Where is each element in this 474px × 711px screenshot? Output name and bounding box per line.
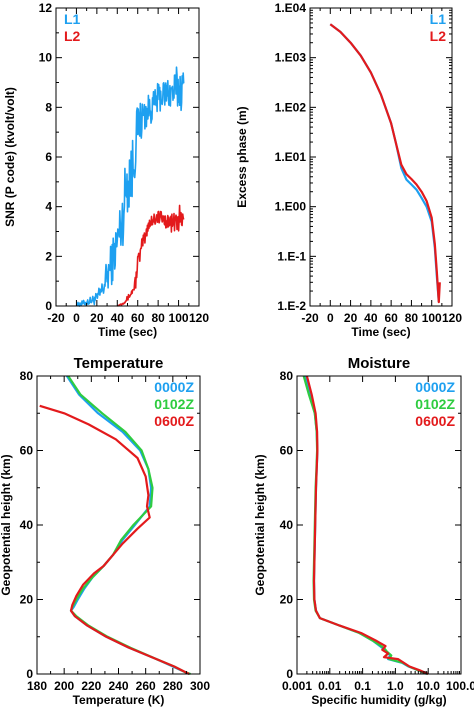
y-tick-label: 1.E-2 — [277, 299, 306, 313]
y-tick-label: 1.E-1 — [277, 249, 306, 263]
y-tick-label: 0 — [26, 667, 33, 681]
y-tick-label: 10 — [39, 51, 53, 65]
legend-entry: 0102Z — [415, 396, 455, 412]
series-line-l2 — [329, 23, 441, 304]
y-axis-label: Geopotential height (km) — [0, 454, 13, 595]
y-tick-label: 12 — [39, 1, 53, 15]
series-line-0600z — [39, 404, 190, 675]
series-line-l2 — [117, 204, 185, 307]
x-tick-label: 0.001 — [282, 679, 312, 693]
x-tick-label: 100 — [422, 311, 442, 325]
x-tick-label: 80 — [151, 311, 165, 325]
y-tick-label: 4 — [45, 200, 52, 214]
legend-entry: 0000Z — [154, 379, 194, 395]
x-tick-label: 60 — [131, 311, 145, 325]
series-line-l1 — [329, 23, 440, 303]
y-axis-label: Geopotential height (km) — [253, 454, 267, 595]
x-tick-label: 240 — [108, 679, 128, 693]
x-tick-label: 0 — [73, 311, 80, 325]
y-tick-label: 80 — [20, 369, 34, 383]
plot-frame — [55, 7, 200, 307]
x-tick-label: 280 — [163, 679, 183, 693]
legend-entry: L2 — [430, 28, 447, 44]
x-tick-label: 120 — [189, 311, 209, 325]
plot-frame — [309, 7, 453, 307]
y-tick-label: 6 — [45, 150, 52, 164]
x-axis-label: Specific humidity (g/kg) — [311, 693, 446, 707]
y-tick-label: 20 — [280, 593, 294, 607]
x-tick-label: 260 — [136, 679, 156, 693]
series-line-0000z — [304, 375, 428, 676]
x-tick-label: 100 — [169, 311, 189, 325]
x-tick-label: 120 — [442, 311, 462, 325]
x-tick-label: -20 — [47, 311, 65, 325]
x-axis-label: Time (sec) — [98, 325, 157, 339]
y-axis-label: Excess phase (m) — [235, 106, 249, 207]
legend-entry: L2 — [64, 28, 81, 44]
y-tick-label: 0 — [286, 667, 293, 681]
x-tick-label: 220 — [81, 679, 101, 693]
x-axis-label: Time (sec) — [351, 325, 410, 339]
x-tick-label: 0.01 — [318, 679, 342, 693]
x-tick-label: 40 — [364, 311, 378, 325]
x-tick-label: 1.0 — [387, 679, 404, 693]
y-tick-label: 60 — [280, 444, 294, 458]
x-tick-label: 100.0 — [446, 679, 474, 693]
x-tick-label: 20 — [90, 311, 104, 325]
x-tick-label: 20 — [344, 311, 358, 325]
x-tick-label: 0 — [327, 311, 334, 325]
y-tick-label: 40 — [280, 518, 294, 532]
x-tick-label: 40 — [111, 311, 125, 325]
y-tick-label: 40 — [20, 518, 34, 532]
y-tick-label: 80 — [280, 369, 294, 383]
x-tick-label: 10.0 — [417, 679, 441, 693]
x-tick-label: 300 — [190, 679, 210, 693]
x-tick-label: 180 — [27, 679, 47, 693]
y-tick-label: 1.E02 — [275, 100, 307, 114]
series-line-l1 — [75, 66, 185, 307]
series-line-0600z — [305, 375, 429, 676]
y-tick-label: 1.E01 — [275, 150, 307, 164]
legend-entry: 0000Z — [415, 379, 455, 395]
legend-entry: 0600Z — [154, 413, 194, 429]
y-tick-label: 1.E03 — [275, 51, 307, 65]
x-tick-label: 60 — [384, 311, 398, 325]
y-axis-label: SNR (P code) (kvolt/volt) — [3, 87, 17, 227]
x-tick-label: -20 — [301, 311, 319, 325]
y-tick-label: 1.E04 — [275, 1, 307, 15]
y-tick-label: 60 — [20, 444, 34, 458]
y-tick-label: 2 — [45, 249, 52, 263]
chart-title: Moisture — [348, 355, 411, 372]
legend-entry: L1 — [64, 11, 81, 27]
chart-title: Temperature — [74, 355, 164, 372]
legend-entry: 0600Z — [415, 413, 455, 429]
x-tick-label: 80 — [405, 311, 419, 325]
series-line-0102z — [302, 375, 428, 676]
y-tick-label: 8 — [45, 100, 52, 114]
legend-entry: 0102Z — [154, 396, 194, 412]
y-tick-label: 1.E00 — [275, 200, 307, 214]
x-axis-label: Temperature (K) — [73, 693, 165, 707]
y-tick-label: 20 — [20, 593, 34, 607]
x-tick-label: 200 — [54, 679, 74, 693]
legend-entry: L1 — [430, 11, 447, 27]
y-tick-label: 0 — [45, 299, 52, 313]
x-tick-label: 0.1 — [354, 679, 371, 693]
